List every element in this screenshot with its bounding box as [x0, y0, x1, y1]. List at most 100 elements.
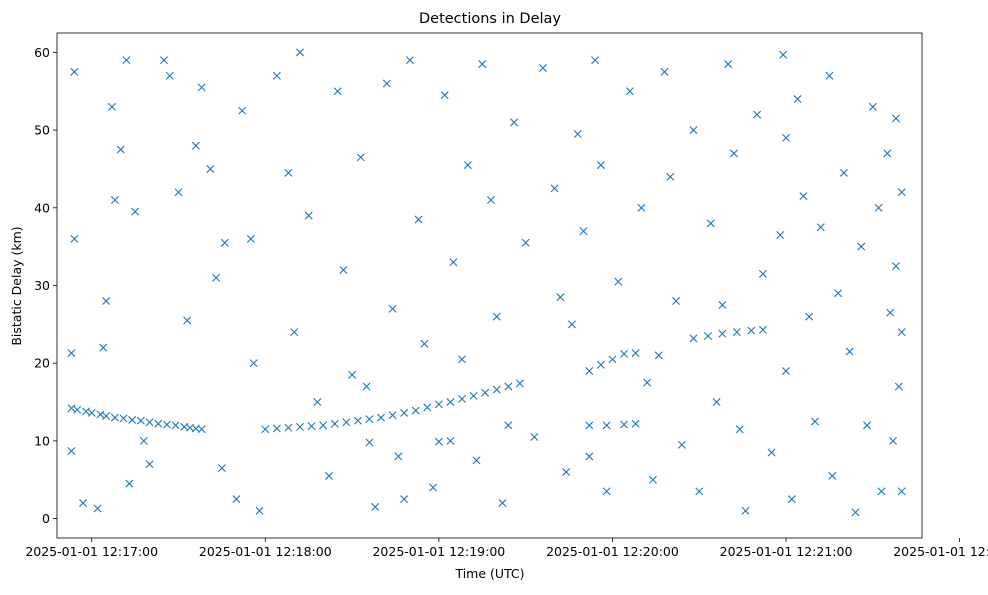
data-point-marker: [492, 385, 501, 394]
data-point-marker: [353, 416, 362, 425]
data-point-marker: [851, 508, 860, 517]
data-point-marker: [400, 495, 409, 504]
data-point-marker: [70, 67, 79, 76]
data-point-marker: [510, 118, 519, 127]
data-point-marker: [695, 487, 704, 496]
data-point-marker: [356, 153, 365, 162]
data-point-marker: [897, 487, 906, 496]
data-point-marker: [515, 379, 524, 388]
data-point-marker: [620, 420, 629, 429]
data-point-marker: [602, 487, 611, 496]
data-point-marker: [307, 422, 316, 431]
data-point-marker: [394, 452, 403, 461]
data-point-marker: [718, 329, 727, 338]
data-point-marker: [284, 168, 293, 177]
data-point-marker: [706, 219, 715, 228]
data-point-marker: [458, 355, 467, 364]
data-point-marker: [874, 203, 883, 212]
data-point-marker: [828, 471, 837, 480]
data-point-marker: [212, 273, 221, 282]
data-point-marker: [897, 188, 906, 197]
data-point-marker: [845, 347, 854, 356]
data-point-marker: [779, 50, 788, 59]
data-point-marker: [371, 502, 380, 511]
data-point-marker: [521, 238, 530, 247]
data-point-marker: [492, 312, 501, 321]
y-tick-label: 30: [34, 278, 50, 293]
data-points: [67, 48, 906, 517]
data-point-marker: [405, 56, 414, 65]
data-point-marker: [753, 110, 762, 119]
data-point-marker: [889, 436, 898, 445]
data-point-marker: [73, 405, 82, 414]
x-tick-label: 2025-01-01 12:20:00: [546, 544, 679, 559]
data-point-marker: [191, 141, 200, 150]
data-point-marker: [463, 161, 472, 170]
data-point-marker: [894, 382, 903, 391]
data-point-marker: [481, 388, 490, 397]
data-point-marker: [388, 304, 397, 313]
data-point-marker: [897, 328, 906, 337]
data-point-marker: [793, 95, 802, 104]
data-point-marker: [729, 149, 738, 158]
data-point-marker: [556, 293, 565, 302]
x-tick-label: 2025-01-01 12:17:00: [25, 544, 158, 559]
data-point-marker: [805, 312, 814, 321]
data-point-marker: [102, 412, 111, 421]
y-tick-label: 40: [34, 200, 50, 215]
data-point-marker: [296, 48, 304, 57]
data-point-marker: [868, 102, 877, 111]
data-point-marker: [573, 130, 582, 138]
data-point-marker: [839, 168, 848, 177]
data-point-marker: [434, 400, 443, 409]
data-point-marker: [689, 126, 698, 135]
data-point-marker: [478, 60, 487, 69]
data-point-marker: [776, 231, 785, 239]
data-point-marker: [458, 394, 467, 403]
data-point-marker: [469, 391, 478, 400]
data-point-marker: [614, 277, 623, 286]
data-point-marker: [666, 172, 675, 181]
data-point-marker: [643, 378, 652, 387]
data-point-marker: [246, 234, 255, 243]
x-axis-label: Time (UTC): [454, 566, 524, 581]
data-point-marker: [504, 421, 513, 430]
data-point-marker: [99, 343, 108, 352]
data-point-marker: [446, 436, 455, 445]
data-point-marker: [139, 436, 148, 445]
data-point-marker: [67, 404, 76, 413]
y-axis-ticks: 0 10 20 30 40 50 60: [34, 45, 57, 526]
data-point-marker: [365, 415, 374, 424]
x-tick-label: 2025-01-01 12:18:00: [199, 544, 332, 559]
data-point-marker: [93, 504, 102, 513]
data-point-marker: [782, 366, 791, 375]
data-point-marker: [562, 467, 571, 476]
data-point-marker: [136, 416, 145, 425]
data-point-marker: [238, 106, 247, 115]
data-point-marker: [782, 133, 791, 142]
data-point-marker: [197, 83, 206, 92]
data-point-marker: [67, 349, 76, 358]
data-point-marker: [333, 87, 342, 96]
data-point-marker: [79, 499, 88, 508]
data-point-marker: [758, 325, 767, 334]
data-point-marker: [261, 425, 270, 434]
data-point-marker: [747, 326, 756, 335]
data-point-marker: [732, 328, 741, 337]
data-point-marker: [863, 421, 872, 430]
y-tick-label: 10: [34, 433, 50, 448]
data-point-marker: [313, 398, 322, 407]
data-point-marker: [825, 71, 834, 80]
data-point-marker: [87, 408, 96, 417]
data-point-marker: [857, 242, 866, 251]
data-point-marker: [530, 433, 539, 441]
data-point-marker: [449, 258, 458, 267]
data-point-marker: [891, 114, 900, 123]
data-point-marker: [608, 355, 617, 364]
data-point-marker: [767, 448, 776, 457]
data-point-marker: [272, 71, 281, 80]
data-point-marker: [440, 91, 449, 100]
data-point-marker: [703, 332, 712, 340]
